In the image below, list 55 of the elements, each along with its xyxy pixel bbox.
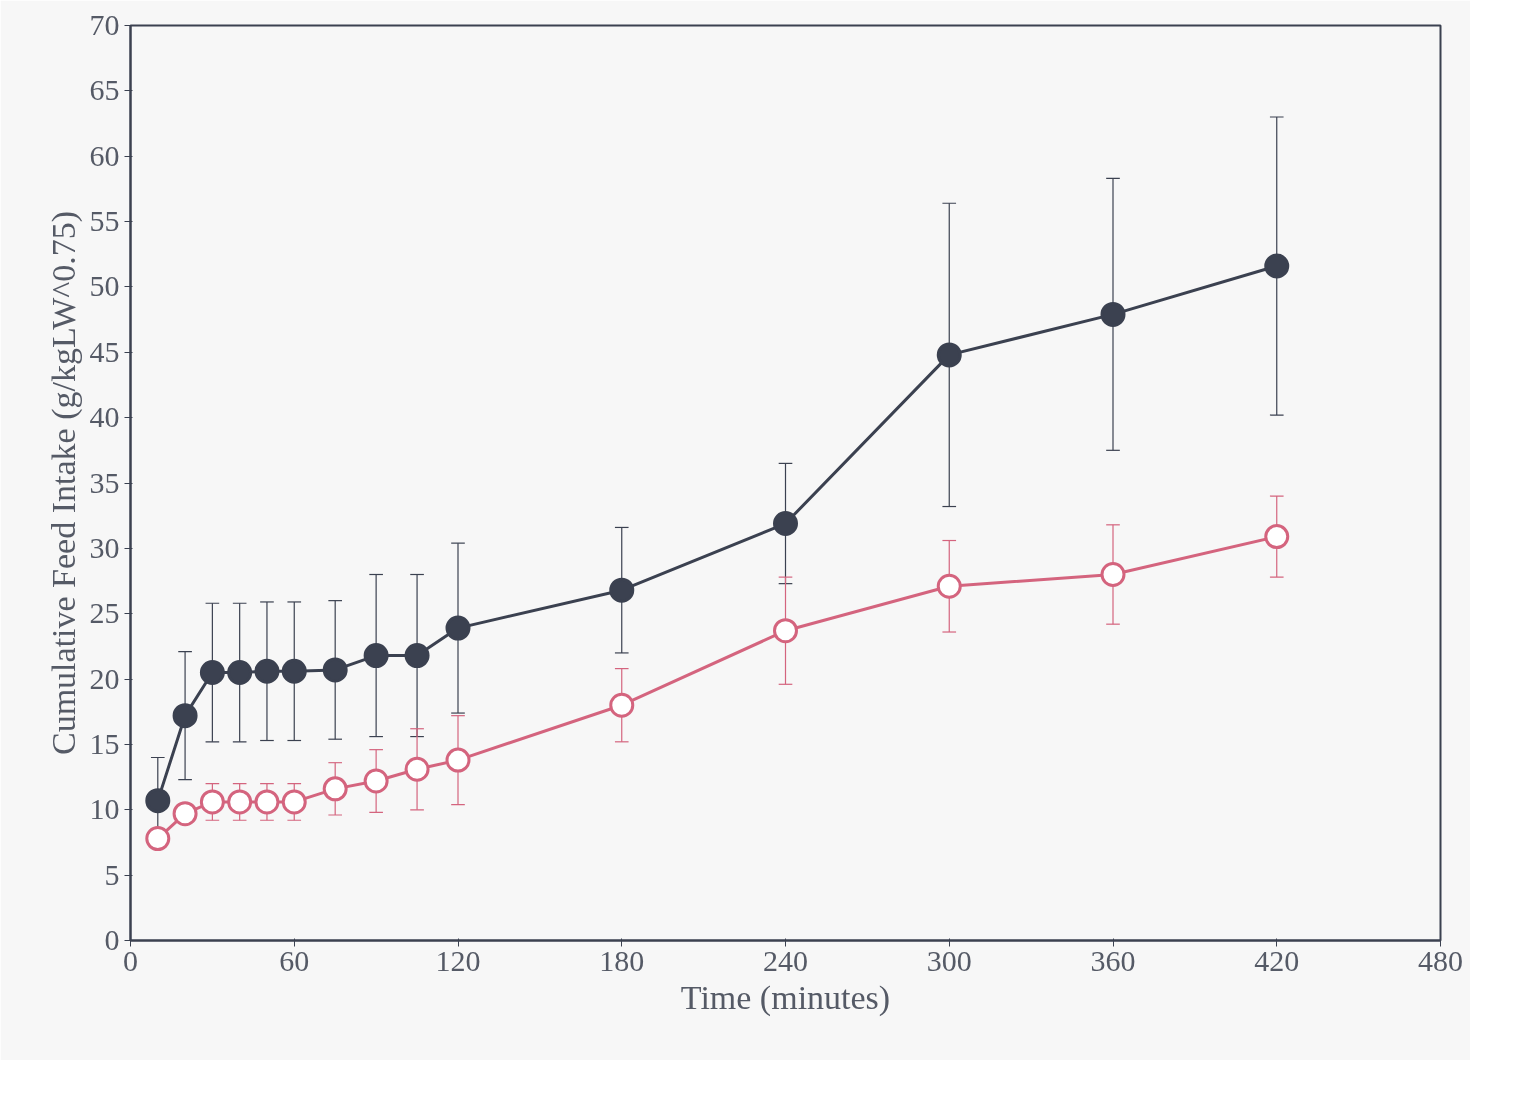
y-tick-label: 65: [89, 73, 120, 107]
y-tick-label: 10: [89, 792, 120, 826]
x-tick-label: 60: [279, 943, 310, 977]
x-tick-label: 240: [763, 943, 808, 977]
point: [227, 789, 253, 815]
point: [936, 573, 962, 599]
point: [227, 660, 253, 686]
point: [445, 615, 471, 641]
point: [145, 788, 171, 814]
y-tick-label: 5: [104, 857, 120, 891]
y-tick-label: 25: [89, 596, 120, 630]
point: [172, 703, 198, 729]
y-tick-label: 15: [89, 726, 120, 760]
y-tick-label: 70: [89, 8, 120, 41]
y-tick-label: 60: [89, 138, 120, 172]
point: [1264, 524, 1290, 550]
x-axis-title: Time (minutes): [680, 978, 891, 1017]
y-tick-label: 30: [89, 530, 120, 564]
point: [254, 658, 280, 684]
point: [199, 660, 225, 686]
point: [404, 643, 430, 669]
point: [773, 618, 798, 644]
point: [199, 789, 225, 815]
point: [773, 511, 798, 536]
y-tick-label: 20: [89, 661, 120, 695]
point: [445, 747, 471, 773]
x-tick-label: 120: [435, 943, 481, 977]
y-tick-label: 0: [104, 923, 120, 956]
point: [936, 342, 962, 368]
point: [172, 801, 198, 827]
point: [1264, 253, 1290, 279]
point: [322, 776, 348, 802]
point: [281, 658, 307, 684]
point: [404, 756, 430, 782]
x-tick-label: 420: [1254, 943, 1300, 977]
point: [322, 657, 348, 683]
point: [1100, 301, 1126, 327]
y-tick-label: 40: [89, 400, 120, 434]
x-tick-label: 360: [1090, 943, 1136, 977]
y-axis-title: Cumulative Feed Intake (g/kgLW^0.75): [44, 210, 83, 756]
point: [254, 789, 280, 815]
y-tick-label: 45: [89, 334, 120, 368]
point: [145, 826, 171, 852]
point: [609, 577, 635, 603]
y-tick-label: 50: [89, 269, 120, 303]
y-tick-label: 55: [89, 204, 120, 238]
point: [363, 643, 389, 669]
point: [609, 692, 635, 718]
point: [1100, 562, 1126, 587]
point: [363, 768, 389, 794]
x-tick-label: 180: [599, 943, 645, 977]
point: [281, 789, 307, 815]
x-tick-label: 480: [1418, 943, 1463, 977]
x-tick-label: 300: [926, 943, 972, 977]
y-tick-label: 35: [89, 465, 120, 499]
